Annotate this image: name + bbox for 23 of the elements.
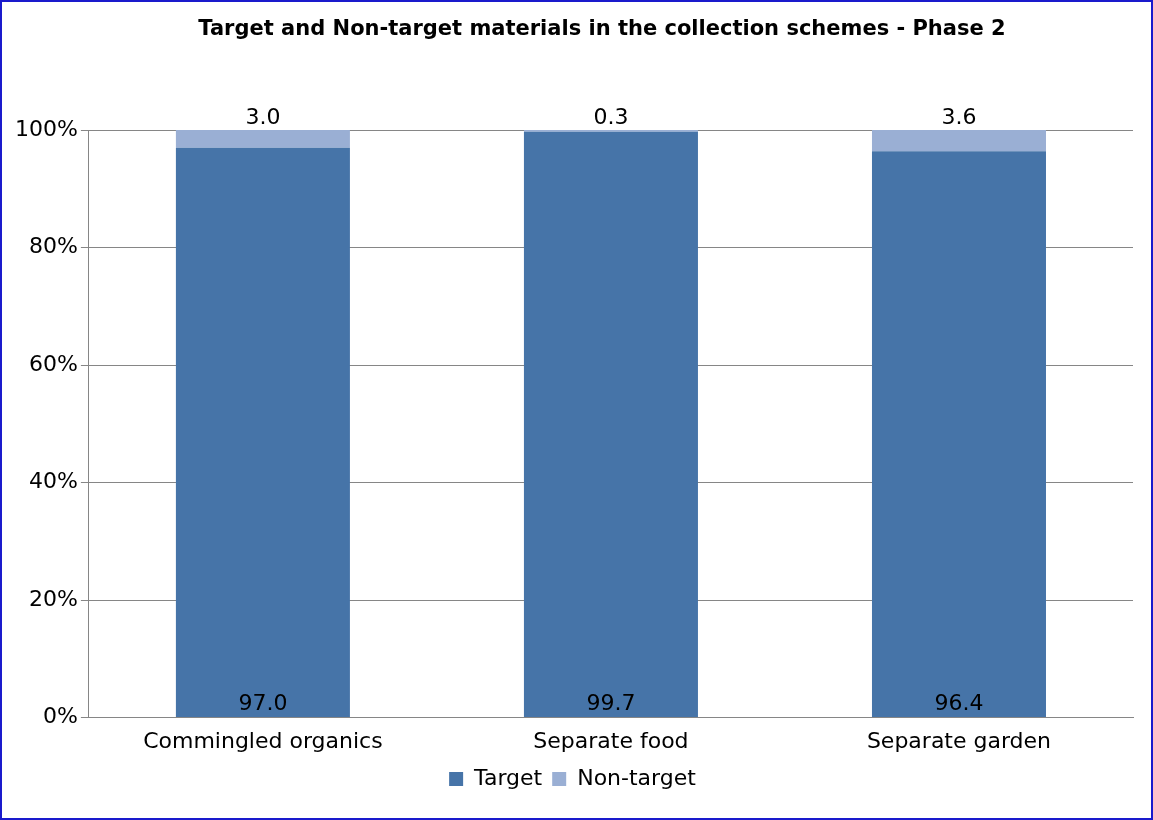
y-tick-label: 60% [28,350,78,376]
data-label: 3.6 [941,103,977,129]
data-label: 99.7 [586,690,636,716]
data-label: 3.0 [245,103,281,129]
legend-label: Target [473,764,543,790]
y-tick-label: 80% [28,233,78,259]
y-tick-label: 0% [42,703,78,729]
bar [871,151,1046,718]
x-tick-label: Separate garden [866,727,1052,753]
y-tick-label: 100% [14,115,78,141]
y-tick-label: 40% [28,468,78,494]
data-label: 96.4 [934,690,984,716]
x-tick-label: Separate food [533,727,689,753]
bar [175,130,350,148]
y-tick-label: 20% [28,585,78,611]
data-label: 0.3 [593,103,629,129]
chart-title: Target and Non-target materials in the collection schemes - Phase 2 [197,15,1007,42]
legend-label: Non-target [577,764,697,790]
x-tick-label: Commingled organics [143,727,383,753]
data-label: 97.0 [238,690,288,716]
bar [871,130,1046,152]
bar [175,147,350,718]
bar [523,131,698,718]
